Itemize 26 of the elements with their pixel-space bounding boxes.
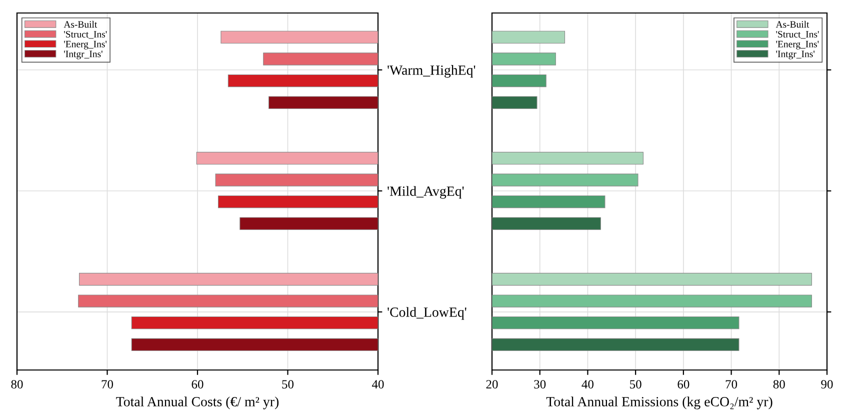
x-tick-label: 90 [821, 380, 833, 389]
x-tick-label: 50 [630, 380, 642, 389]
legend-label: 'Struct_Ins' [64, 30, 107, 39]
legend-label: 'Energ_Ins' [64, 40, 107, 50]
x-tick-label: 80 [11, 380, 23, 389]
legend-label: 'Intgr_Ins' [64, 50, 102, 60]
y-tick-label: 'Mild_AvgEq' [388, 186, 464, 199]
x-tick-label: 50 [282, 380, 294, 389]
legend-label: 'Energ_Ins' [776, 40, 819, 50]
x-tick-label: 70 [726, 380, 738, 389]
x-axis-title: Total Annual Emissions (kg eCO₂/m² yr) [546, 396, 772, 410]
x-tick-label: 20 [486, 380, 498, 389]
legend-label: 'Struct_Ins' [776, 30, 819, 39]
legend-label: 'Intgr_Ins' [776, 50, 814, 60]
x-tick-label: 40 [582, 380, 594, 389]
x-tick-label: 60 [678, 380, 690, 389]
x-axis-title: Total Annual Costs (€/ m² yr) [116, 396, 279, 410]
x-tick-label: 80 [773, 380, 785, 389]
legend-label: As-Built [64, 20, 98, 28]
y-tick-label: 'Warm_HighEq' [388, 65, 476, 78]
x-tick-label: 60 [192, 380, 204, 389]
x-tick-label: 40 [372, 380, 384, 389]
x-tick-label: 70 [102, 380, 114, 389]
legend-label: As-Built [776, 20, 810, 28]
x-tick-label: 30 [534, 380, 546, 389]
y-tick-label: 'Cold_LowEq' [388, 307, 466, 320]
